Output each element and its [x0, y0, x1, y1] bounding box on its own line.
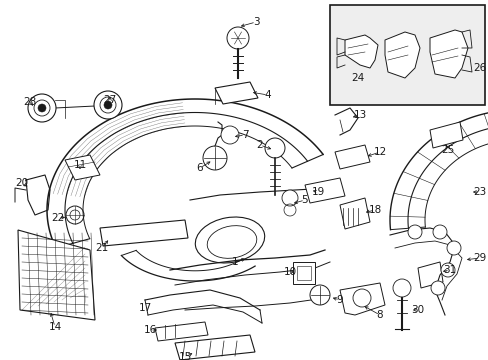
- Circle shape: [203, 146, 226, 170]
- Text: 18: 18: [367, 205, 381, 215]
- Text: 26: 26: [472, 63, 486, 73]
- Circle shape: [392, 279, 410, 297]
- Polygon shape: [155, 322, 207, 341]
- Text: 14: 14: [48, 322, 61, 332]
- Polygon shape: [339, 198, 369, 229]
- Text: 6: 6: [196, 163, 203, 173]
- Circle shape: [430, 281, 444, 295]
- Text: 3: 3: [252, 17, 259, 27]
- Text: 7: 7: [241, 130, 248, 140]
- Polygon shape: [339, 283, 384, 315]
- Text: 9: 9: [336, 295, 343, 305]
- Polygon shape: [384, 32, 419, 78]
- Text: 23: 23: [472, 187, 486, 197]
- Circle shape: [104, 101, 112, 109]
- Circle shape: [282, 190, 297, 206]
- Text: 13: 13: [353, 110, 366, 120]
- Text: 10: 10: [283, 267, 296, 277]
- Circle shape: [432, 225, 446, 239]
- Text: 16: 16: [143, 325, 156, 335]
- Text: 8: 8: [376, 310, 383, 320]
- Bar: [292, 262, 314, 284]
- Text: 27: 27: [103, 95, 116, 105]
- Polygon shape: [18, 230, 95, 320]
- Text: 17: 17: [138, 303, 151, 313]
- Polygon shape: [429, 122, 462, 148]
- Polygon shape: [417, 262, 442, 288]
- Polygon shape: [429, 30, 467, 78]
- Circle shape: [440, 263, 454, 277]
- Text: 2: 2: [256, 140, 263, 150]
- Text: 21: 21: [95, 243, 108, 253]
- Circle shape: [28, 94, 56, 122]
- Text: 4: 4: [264, 90, 271, 100]
- Bar: [329, 5, 484, 105]
- Polygon shape: [215, 82, 258, 104]
- Circle shape: [446, 241, 460, 255]
- Text: 22: 22: [51, 213, 64, 223]
- Text: 19: 19: [311, 187, 324, 197]
- Polygon shape: [100, 220, 187, 246]
- Circle shape: [352, 289, 370, 307]
- Polygon shape: [334, 145, 369, 169]
- Circle shape: [407, 225, 421, 239]
- Polygon shape: [305, 178, 345, 203]
- Polygon shape: [175, 335, 254, 360]
- Text: 12: 12: [373, 147, 386, 157]
- Text: 15: 15: [178, 352, 191, 360]
- Circle shape: [226, 27, 248, 49]
- Text: 29: 29: [472, 253, 486, 263]
- Text: 25: 25: [441, 145, 454, 155]
- Circle shape: [309, 285, 329, 305]
- Circle shape: [94, 91, 122, 119]
- Bar: [296, 266, 310, 280]
- Text: 30: 30: [410, 305, 424, 315]
- Circle shape: [221, 126, 239, 144]
- Polygon shape: [65, 155, 100, 180]
- Circle shape: [264, 138, 285, 158]
- Polygon shape: [345, 35, 377, 68]
- Text: 24: 24: [351, 73, 364, 83]
- Text: 31: 31: [443, 265, 456, 275]
- Text: 5: 5: [301, 195, 307, 205]
- Text: 11: 11: [73, 160, 86, 170]
- Text: 28: 28: [23, 97, 37, 107]
- Text: 20: 20: [16, 178, 28, 188]
- Text: 1: 1: [231, 257, 238, 267]
- Circle shape: [38, 104, 46, 112]
